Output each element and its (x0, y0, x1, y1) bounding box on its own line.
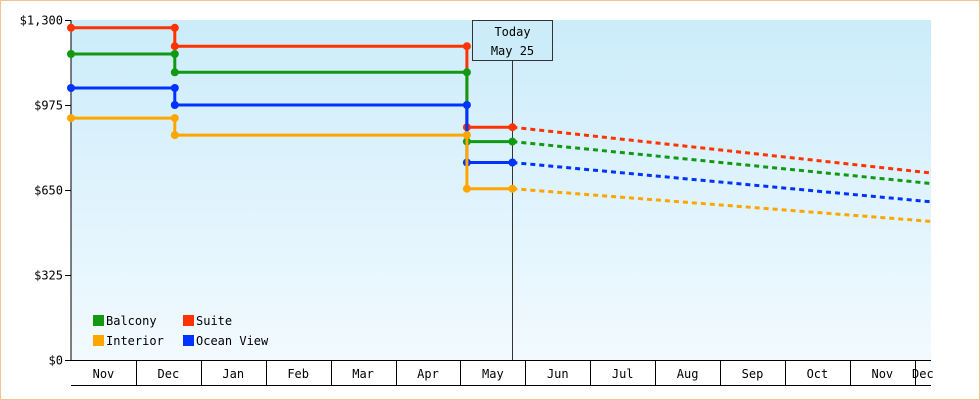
x-tick-label: Apr (417, 367, 439, 381)
x-tick-label: Oct (807, 367, 829, 381)
y-tick-label: $975 (34, 99, 63, 113)
series-interior-point (170, 131, 179, 140)
series-ocean-view-point (170, 84, 179, 92)
today-label: Today (494, 25, 530, 39)
series-balcony-point (508, 137, 517, 146)
legend-swatch-balcony (93, 315, 104, 326)
x-tick-label: Nov (93, 367, 115, 381)
series-suite-point (462, 42, 471, 51)
x-tick-label: May (482, 367, 504, 381)
x-tick-label: Jul (612, 367, 634, 381)
series-interior-forecast-line (512, 187, 932, 223)
x-tick-label: Dec (912, 367, 934, 381)
legend-label-balcony: Balcony (106, 314, 157, 328)
x-tick-label: Nov (871, 367, 893, 381)
series-suite-point (170, 23, 179, 32)
series-suite-point (67, 23, 75, 32)
y-tick-label: $650 (34, 184, 63, 198)
x-tick-label: Sep (742, 367, 764, 381)
series-interior-point (170, 114, 179, 123)
y-tick-label: $1,300 (20, 14, 63, 28)
series-ocean-view-point (462, 101, 471, 109)
x-tick-label: Mar (352, 367, 374, 381)
series-balcony-point (170, 50, 179, 58)
series-ocean-view-history-line (71, 86, 513, 164)
series-balcony-point (462, 68, 471, 77)
today-date-label: May 25 (491, 44, 534, 58)
legend-swatch-interior (93, 335, 104, 346)
y-tick-label: $325 (34, 269, 63, 283)
x-tick-label: Aug (677, 367, 699, 381)
series-interior-point (67, 114, 75, 123)
legend-swatch-suite (183, 315, 194, 326)
x-tick-label: Jan (222, 367, 244, 381)
series-ocean-view-point (508, 158, 517, 167)
series-ocean-view-forecast-line (512, 161, 932, 204)
series-interior-point (462, 184, 471, 193)
series-balcony-history-line (71, 52, 513, 144)
x-tick-label: Jun (547, 367, 569, 381)
legend-label-interior: Interior (106, 334, 164, 348)
today-box (472, 20, 553, 61)
legend-swatch-ocean-view (183, 335, 194, 346)
x-tick-label: Feb (287, 367, 309, 381)
series-interior-point (508, 184, 517, 193)
legend-label-suite: Suite (196, 314, 232, 328)
series-suite-point (170, 42, 179, 51)
series-ocean-view-point (67, 84, 75, 92)
series-ocean-view-point (170, 101, 179, 109)
series-suite-forecast-line (512, 125, 932, 175)
series-interior-history-line (71, 116, 513, 191)
series-balcony-point (67, 50, 75, 58)
y-tick-label: $0 (49, 354, 63, 368)
series-suite-history-line (71, 26, 513, 129)
series-balcony-point (170, 68, 179, 77)
series-balcony-forecast-line (512, 140, 932, 185)
x-tick-label: Dec (158, 367, 180, 381)
series-interior-point (462, 131, 471, 140)
legend-label-ocean-view: Ocean View (196, 334, 269, 348)
series-suite-point (508, 123, 517, 132)
